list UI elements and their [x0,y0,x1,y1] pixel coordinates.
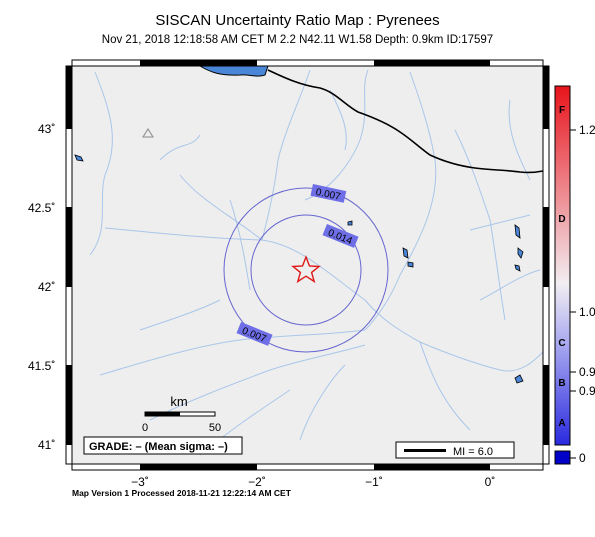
uncertainty-contours [223,187,389,353]
grade-a: A [558,418,565,429]
grade-d: D [558,214,565,225]
coast-bay [198,65,269,77]
cb-tick-5: 0 [579,451,586,465]
lat-label-43: 43˚ [38,122,55,136]
lat-label-41-5: 41.5˚ [28,359,55,373]
scale-bar: km 0 50 [142,394,221,434]
lat-label-42: 42˚ [38,280,55,294]
mi-legend-text: MI = 6.0 [453,446,493,458]
grade-text: GRADE: – (Mean sigma: –) [89,441,228,453]
map-frame [65,59,550,471]
scale-start: 0 [142,422,148,434]
map-title: SISCAN Uncertainty Ratio Map : Pyrenees [155,12,440,29]
grade-f: F [559,105,565,116]
cb-tick-2: 1.0 [579,305,595,319]
colorbar-zero-swatch [554,450,571,465]
lon-label-neg1: −1˚ [365,475,383,489]
scale-end: 50 [209,422,221,434]
scale-title: km [170,394,187,409]
cb-tick-3: 0.9 [579,365,595,379]
lon-label-neg3: −3˚ [131,475,149,489]
contour-label-1: 0.007 [310,184,347,203]
mi-legend: MI = 6.0 [395,441,515,459]
lat-label-42-5: 42.5˚ [28,201,55,215]
reservoirs [74,154,524,384]
triangle-icon [142,128,154,138]
processed-footer: Map Version 1 Processed 2018-11-21 12:22… [72,488,291,498]
grade-box: GRADE: – (Mean sigma: –) [83,436,243,455]
lon-label-0: 0˚ [485,475,496,489]
cb-tick-4: 0.9 [579,384,595,398]
lat-labels: 43˚ 42.5˚ 42˚ 41.5˚ 41˚ [28,122,55,452]
svg-text:0.007: 0.007 [315,187,342,203]
border-line [267,69,544,174]
lon-labels: −3˚ −2˚ −1˚ 0˚ [131,475,495,489]
lon-label-neg2: −2˚ [248,475,266,489]
event-info: Nov 21, 2018 12:18:58 AM CET M 2.2 N42.1… [101,34,494,46]
lat-label-41: 41˚ [38,438,55,452]
star-icon [291,255,321,284]
map-area [71,65,544,465]
grade-c: C [558,338,565,349]
colorbar: F D C B A 1.2 1.0 0.9 0.9 0 [554,85,595,465]
grade-b: B [558,378,565,389]
cb-tick-1: 1.2 [579,123,595,137]
